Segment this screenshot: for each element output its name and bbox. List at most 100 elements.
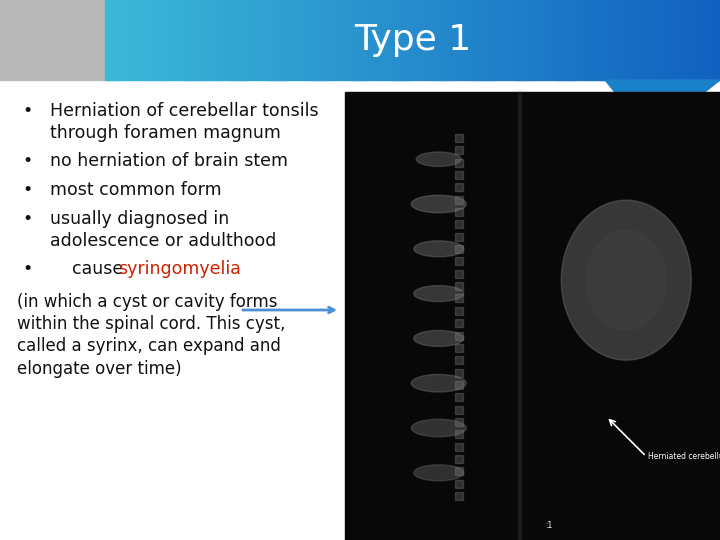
Bar [273,0,276,80]
Bar [515,0,518,80]
Bar [456,0,458,80]
Bar [431,0,433,80]
Polygon shape [605,80,720,135]
Bar [659,0,661,80]
Bar [488,0,491,80]
Bar [662,0,665,80]
Ellipse shape [414,241,464,257]
Bar [470,0,472,80]
Bar [364,0,366,80]
Bar [405,0,407,80]
Bar [326,0,329,80]
Bar [546,0,549,80]
Bar [517,0,520,80]
Bar [495,0,497,80]
Bar [552,0,554,80]
Text: •: • [22,152,32,170]
Bar [468,0,470,80]
Bar [455,443,463,451]
Bar [163,0,165,80]
Bar [246,0,249,80]
Bar [240,0,243,80]
Bar [541,0,544,80]
Bar [156,0,159,80]
Bar [353,0,356,80]
Bar [150,0,153,80]
Bar [351,0,354,80]
Bar [418,0,421,80]
Bar [312,0,315,80]
Bar [123,0,126,80]
Bar [330,0,333,80]
Bar [556,0,559,80]
Bar [154,0,157,80]
Bar [109,0,112,80]
Bar [134,0,136,80]
Bar [382,0,384,80]
Bar [323,0,325,80]
Bar [568,0,571,80]
Bar [285,0,288,80]
Bar [168,0,171,80]
Bar [243,0,245,80]
Bar [158,0,161,80]
Text: •: • [22,181,32,199]
Bar [650,0,653,80]
Bar [429,0,431,80]
Bar [595,0,598,80]
Bar [474,0,477,80]
Bar [345,92,720,540]
Bar [564,0,567,80]
Bar [386,0,388,80]
Bar [425,0,428,80]
Bar [455,245,463,253]
Bar [447,0,450,80]
Bar [361,0,364,80]
Bar [417,0,419,80]
Bar [189,0,192,80]
Bar [486,0,489,80]
Bar [337,0,339,80]
Bar [632,0,634,80]
Text: Herniated cerebellum: Herniated cerebellum [648,453,720,462]
Bar [171,0,173,80]
Bar [255,0,257,80]
Bar [341,0,343,80]
Bar [335,0,337,80]
Bar [258,0,261,80]
Bar [423,0,426,80]
Bar [621,0,624,80]
Bar [105,0,107,80]
Bar [232,0,235,80]
Bar [140,0,143,80]
Bar [472,0,474,80]
Bar [716,0,719,80]
Bar [505,0,508,80]
Bar [455,369,463,376]
Bar [671,0,673,80]
Bar [526,0,528,80]
Bar [427,0,429,80]
Bar [455,319,463,327]
Bar [179,0,181,80]
Bar [458,0,460,80]
Bar [485,0,487,80]
Ellipse shape [414,286,464,302]
Bar [451,0,454,80]
Bar [689,0,692,80]
Bar [492,0,495,80]
Bar [606,0,608,80]
Bar [122,0,124,80]
Bar [638,0,641,80]
Bar [402,0,405,80]
Bar [224,0,227,80]
Bar [415,0,417,80]
Text: no herniation of brain stem: no herniation of brain stem [50,152,288,170]
Bar [706,0,708,80]
Bar [195,0,198,80]
Ellipse shape [416,152,462,166]
Bar [314,0,317,80]
Bar [603,0,606,80]
Bar [347,0,349,80]
Bar [433,0,436,80]
